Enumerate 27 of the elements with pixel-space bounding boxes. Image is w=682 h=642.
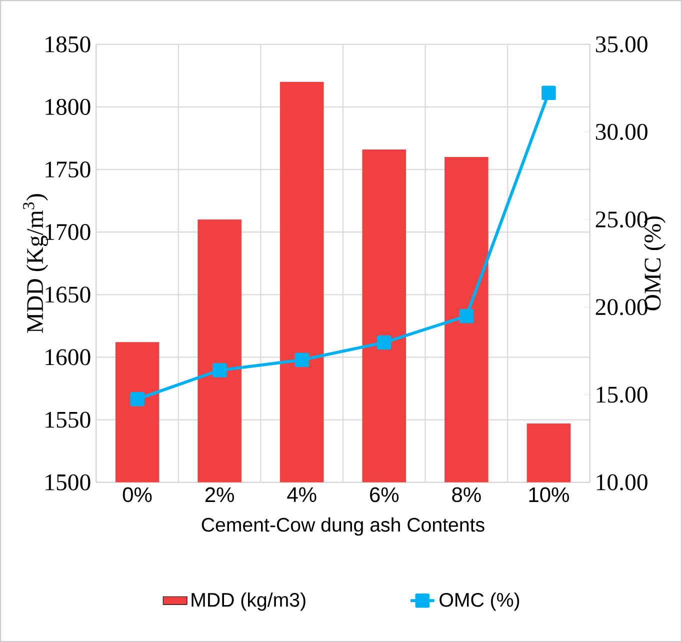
point bbox=[294, 352, 309, 367]
x-tick-label: 0% bbox=[122, 487, 152, 502]
x-tick-label: 8% bbox=[452, 487, 481, 502]
y-tick-label: 1500 bbox=[46, 474, 90, 490]
y-tick-label: 1600 bbox=[46, 349, 90, 366]
x-tick-label: 4% bbox=[287, 487, 316, 502]
y-tick-label: 1850 bbox=[46, 36, 90, 52]
x-tick-label: 2% bbox=[205, 487, 234, 502]
x-axis-title: Cement-Cow dung ash Contents bbox=[202, 517, 484, 536]
y-tick-label: 1550 bbox=[46, 412, 90, 428]
x-tick-label: 10% bbox=[529, 487, 569, 502]
point bbox=[459, 308, 474, 324]
y-tick-label: 1750 bbox=[46, 161, 90, 178]
point bbox=[130, 392, 144, 406]
point bbox=[212, 363, 227, 378]
y2-tick-label: 35.00 bbox=[596, 36, 648, 52]
y-tick-label: 1650 bbox=[46, 286, 90, 303]
legend-label: OMC (%) bbox=[440, 592, 520, 611]
legend-label: MDD (kg/m3) bbox=[192, 592, 306, 611]
y-tick-label: 1700 bbox=[46, 224, 90, 240]
point bbox=[377, 335, 392, 350]
x-tick-label: 6% bbox=[370, 487, 399, 502]
y-tick-label: 1800 bbox=[46, 98, 90, 115]
y2-tick-label: 10.00 bbox=[596, 474, 648, 490]
y2-tick-label: 15.00 bbox=[596, 386, 648, 403]
point bbox=[542, 86, 556, 100]
y2-tick-label: 30.00 bbox=[596, 124, 648, 140]
